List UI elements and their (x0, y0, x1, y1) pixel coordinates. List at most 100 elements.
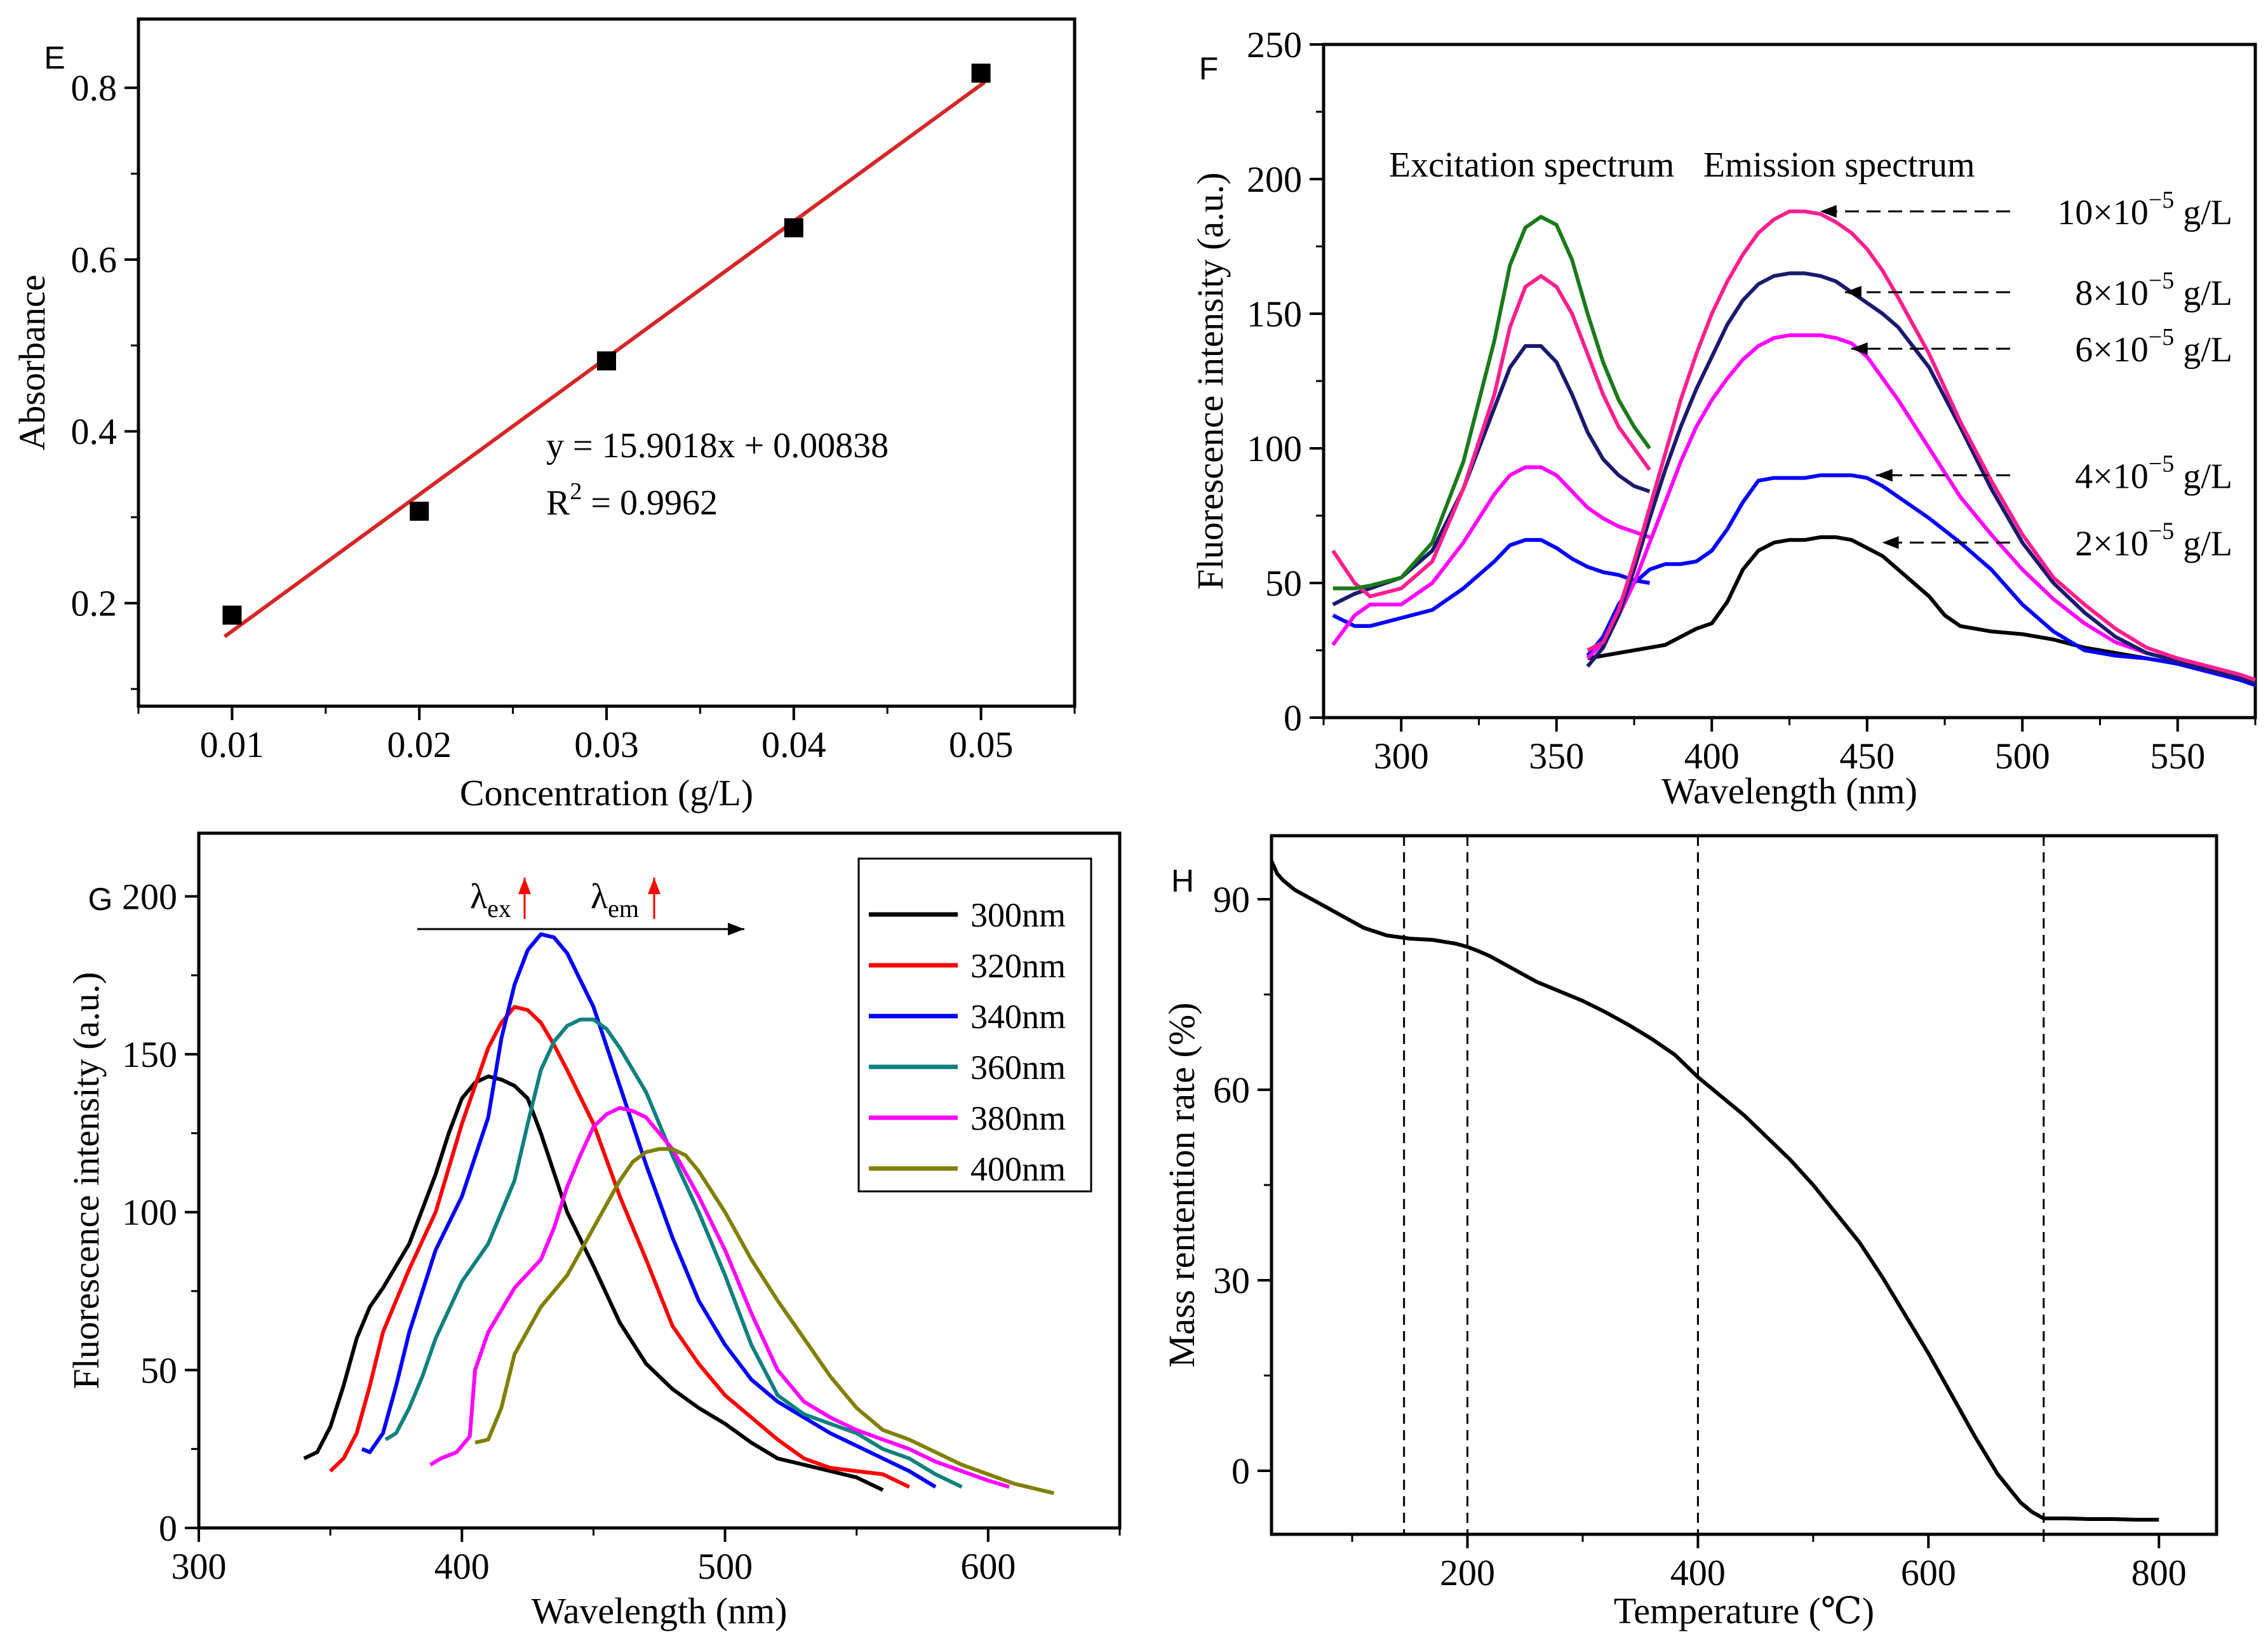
panel-label: E (44, 40, 65, 76)
red-up-arrow-head (648, 878, 661, 894)
emission-spectrum-label: Emission spectrum (1703, 145, 1975, 185)
conc-unit: g/L (2174, 193, 2232, 232)
g-xtick-label: 300 (171, 1546, 227, 1587)
legend-label: 340nm (970, 998, 1066, 1036)
concentration-label: 4×10−5 g/L (2075, 450, 2232, 496)
legend-label: 320nm (970, 947, 1066, 985)
f-xtick-label: 450 (1839, 735, 1895, 777)
concentration-label: 2×10−5 g/L (2075, 518, 2232, 563)
g-ytick-label: 100 (122, 1192, 177, 1233)
concentration-label: 8×10−5 g/L (2075, 267, 2232, 313)
concentration-label: 10×10−5 g/L (2057, 187, 2232, 232)
x-axis-title: Temperature (℃) (1614, 1590, 1874, 1631)
f-xtick-label: 500 (1995, 735, 2050, 777)
panel-f: 300 350 400 450 500 550 0 50 100 150 200 250 F Excita… (1190, 24, 2257, 812)
legend-label: 380nm (970, 1099, 1066, 1137)
panel-h: 200 400 600 800 0 30 60 90 H Temperature (℃) Mass … (1161, 834, 2218, 1631)
panel-e: 0.01 0.02 0.03 0.04 0.05 0.2 0.4 0.6 0.8E Concent… (11, 17, 1077, 814)
h-ytick-label: 90 (1213, 879, 1250, 920)
spectrum-curve (474, 1147, 1055, 1496)
f-ytick-label: 150 (1247, 293, 1302, 335)
data-point (410, 501, 429, 521)
h-ytick-label: 0 (1231, 1450, 1250, 1492)
legend-label: 360nm (970, 1048, 1066, 1087)
e-xtick-label: 0.04 (762, 724, 826, 765)
r2-superscript: 2 (570, 478, 582, 505)
legend-label: 300nm (970, 896, 1066, 934)
conc-base: 10×10 (2057, 193, 2149, 232)
y-axis-title: Absorbance (11, 274, 53, 450)
h-xtick-label: 400 (1670, 1552, 1726, 1593)
f-ytick-label: 0 (1284, 697, 1302, 739)
data-point (784, 218, 803, 238)
e-xtick-label: 0.03 (574, 724, 639, 765)
h-xtick-label: 600 (1901, 1552, 1956, 1593)
conc-exponent: −5 (2149, 450, 2174, 477)
concentration-label: 6×10−5 g/L (2075, 324, 2232, 370)
conc-base: 2×10 (2075, 524, 2149, 563)
g-xtick-label: 600 (960, 1546, 1016, 1587)
spectrum-curve (429, 1106, 1010, 1489)
excitation-spectrum-label: Excitation spectrum (1389, 145, 1674, 185)
conc-unit: g/L (2174, 330, 2232, 370)
e-ytick-label: 0.4 (71, 411, 117, 452)
data-point (597, 351, 616, 371)
conc-exponent: −5 (2149, 267, 2174, 294)
f-ytick-label: 200 (1247, 159, 1302, 200)
f-xtick-label: 350 (1529, 735, 1584, 777)
e-xtick-label: 0.01 (200, 724, 265, 765)
g-xtick-label: 500 (697, 1546, 753, 1587)
panel-label: H (1171, 863, 1194, 899)
r2-prefix: R (546, 483, 570, 523)
lambda-em-label: λem (591, 877, 639, 923)
emission-curve (1586, 473, 2256, 687)
excitation-curve (1332, 538, 1650, 628)
lambda-subscript: em (608, 894, 639, 923)
x-axis-title: Concentration (g/L) (460, 772, 753, 814)
y-axis-title: Fluorescence intensity (a.u.) (65, 972, 107, 1389)
emission-curve (1587, 209, 2256, 682)
f-xtick-label: 550 (2150, 735, 2205, 777)
spectrum-curve (329, 1005, 910, 1489)
conc-unit: g/L (2174, 524, 2232, 563)
h-xtick-label: 200 (1440, 1552, 1495, 1593)
f-ytick-label: 100 (1247, 428, 1302, 469)
conc-exponent: −5 (2149, 324, 2174, 351)
f-xtick-label: 300 (1374, 735, 1429, 777)
red-up-arrow-head (518, 878, 531, 894)
conc-exponent: −5 (2149, 187, 2174, 213)
fit-equation: y = 15.9018x + 0.00838 (546, 426, 889, 465)
emission-curve (1586, 333, 2256, 685)
plot-frame (197, 831, 1122, 1530)
conc-base: 6×10 (2075, 330, 2149, 370)
concentration-arrow-head (1820, 204, 1837, 218)
concentration-arrow-head (1882, 536, 1899, 549)
r2-value: = 0.9962 (582, 483, 718, 523)
panel-label: F (1199, 51, 1219, 86)
fit-r-squared: R2 = 0.9962 (546, 478, 718, 523)
y-axis-title: Fluorescence intensity (a.u.) (1190, 172, 1231, 589)
concentration-arrow-head (1875, 469, 1893, 482)
shift-arrow-head (728, 923, 744, 935)
g-ytick-label: 200 (122, 876, 177, 917)
conc-unit: g/L (2174, 274, 2232, 313)
lambda-ex-label: λex (470, 877, 511, 923)
emission-curve (1586, 271, 2256, 685)
f-xtick-label: 400 (1684, 735, 1740, 777)
f-ytick-label: 50 (1265, 563, 1302, 604)
mass-curve (1270, 860, 2159, 1522)
y-axis-title: Mass rentention rate (%) (1161, 1003, 1202, 1368)
g-ytick-label: 50 (140, 1349, 177, 1391)
lambda-subscript: ex (487, 894, 511, 923)
legend-label: 400nm (970, 1150, 1066, 1188)
e-ytick-label: 0.8 (71, 67, 117, 109)
spectrum-curve (361, 932, 937, 1489)
e-xtick-label: 0.05 (949, 724, 1014, 765)
h-ytick-label: 60 (1213, 1069, 1250, 1111)
x-axis-title: Wavelength (nm) (1661, 770, 1917, 812)
concentration-arrow-head (1851, 342, 1868, 356)
data-point (971, 64, 991, 83)
conc-base: 8×10 (2075, 274, 2149, 313)
